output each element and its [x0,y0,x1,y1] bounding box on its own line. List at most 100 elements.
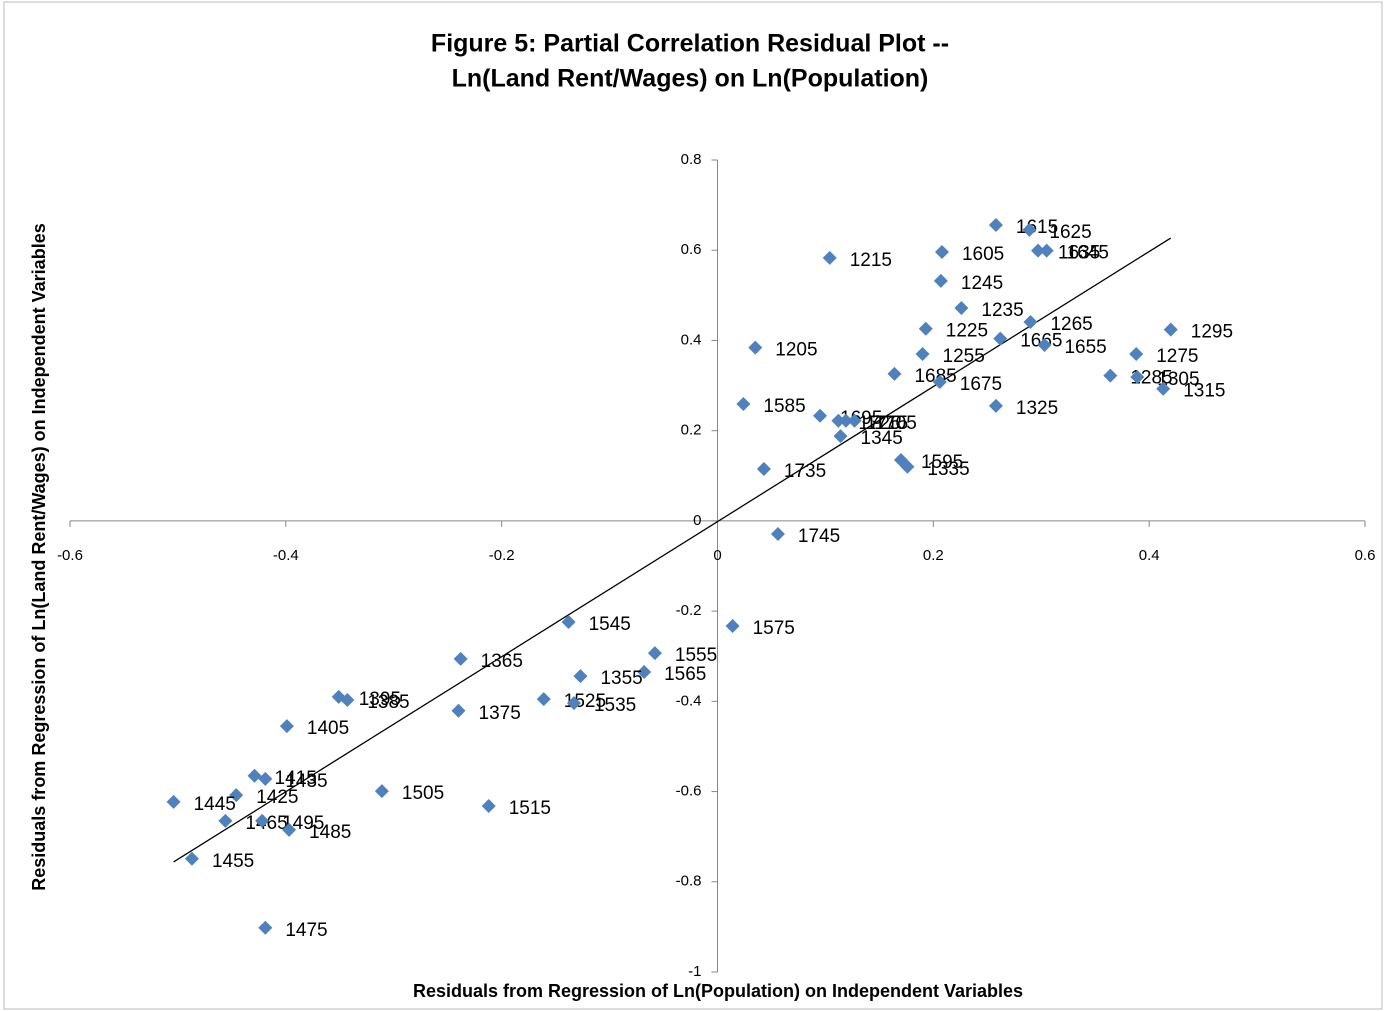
point-label: 1245 [961,273,1003,294]
point [166,794,181,809]
point [1039,243,1054,258]
point-label: 1445 [194,794,236,815]
y-tick-label: 0.2 [681,422,702,439]
point [1130,369,1145,384]
point-label: 1375 [479,703,521,724]
point [918,321,933,336]
point [813,408,828,423]
x-tick-label: -0.4 [273,547,299,564]
point-label: 1395 [359,689,401,710]
point-label: 1555 [675,645,717,666]
y-tick-label: 0.4 [681,331,702,348]
point [831,413,846,428]
point-label: 1675 [960,374,1002,395]
x-tick-label: -0.6 [57,547,83,564]
point [218,813,233,828]
point-label: 1355 [600,668,642,689]
point-label: 1235 [981,300,1023,321]
point [822,250,837,265]
point-label: 1345 [861,428,903,449]
x-tick-label: 0.6 [1355,547,1376,564]
point [340,692,355,707]
point-label: 1305 [1157,369,1199,390]
point-label: 1275 [1156,346,1198,367]
point-label: 1515 [509,798,551,819]
point-label: 1485 [309,822,351,843]
point [647,646,662,661]
point [258,920,273,935]
point-label: 1295 [1191,322,1233,343]
point [1031,243,1046,258]
point-label: 1595 [921,452,963,473]
point [561,614,576,629]
point-label: 1455 [212,851,254,872]
point-label: 1705 [875,413,917,434]
y-tick-label: 0.6 [681,241,702,258]
point [993,331,1008,346]
point-label: 1435 [285,771,327,792]
point-label: 1265 [1050,314,1092,335]
point-label: 1255 [943,346,985,367]
point [725,618,740,633]
point [255,813,270,828]
y-tick-label: 0 [693,512,701,529]
point [838,413,853,428]
point [247,768,262,783]
point-label: 1585 [763,396,805,417]
trendline [173,237,1172,863]
point-label: 1535 [594,695,636,716]
x-tick-label: -0.2 [489,547,515,564]
point [453,651,468,666]
point-label: 1405 [307,718,349,739]
point [184,851,199,866]
point-label: 1315 [1183,381,1225,402]
point-label: 1225 [946,321,988,342]
y-tick-label: -1 [688,963,701,980]
point [566,696,581,711]
y-tick-label: -0.2 [676,602,702,619]
point-label: 1335 [927,459,969,480]
point-label: 1655 [1064,337,1106,358]
point [1129,346,1144,361]
point-label: 1605 [962,244,1004,265]
point [374,784,389,799]
y-tick-label: -0.8 [676,873,702,890]
point-label: 1735 [784,461,826,482]
point [887,366,902,381]
point [900,459,915,474]
x-tick-label: 0.4 [1139,547,1160,564]
point-label: 1745 [798,526,840,547]
point-label: 1365 [481,651,523,672]
point-label: 1475 [285,920,327,941]
y-axis-title: Residuals from Regression of Ln(Land Ren… [29,223,49,890]
point [833,429,848,444]
y-tick-label: -0.4 [676,692,702,709]
x-tick-label: 0.2 [923,547,944,564]
point-label: 1415 [275,768,317,789]
point [258,771,273,786]
point-label: 1385 [367,692,409,713]
point-label: 1425 [256,787,298,808]
point [954,300,969,315]
point [1022,222,1037,237]
point [748,340,763,355]
point-label: 1205 [775,340,817,361]
point-label: 1325 [1016,398,1058,419]
point [770,526,785,541]
y-tick-label: 0.8 [681,151,702,168]
point [756,462,771,477]
point [847,413,862,428]
point-label: 1725 [858,413,900,434]
y-tick-label: -0.6 [676,783,702,800]
chart-title: Ln(Land Rent/Wages) on Ln(Population) [452,65,929,93]
chart-frame [3,1,1383,1010]
point [933,273,948,288]
point [637,665,652,680]
point [988,217,1003,232]
x-axis-title: Residuals from Regression of Ln(Populati… [413,981,1023,1001]
point-label: 1565 [664,664,706,685]
point [934,245,949,260]
point [1037,337,1052,352]
point-label: 1715 [866,413,908,434]
